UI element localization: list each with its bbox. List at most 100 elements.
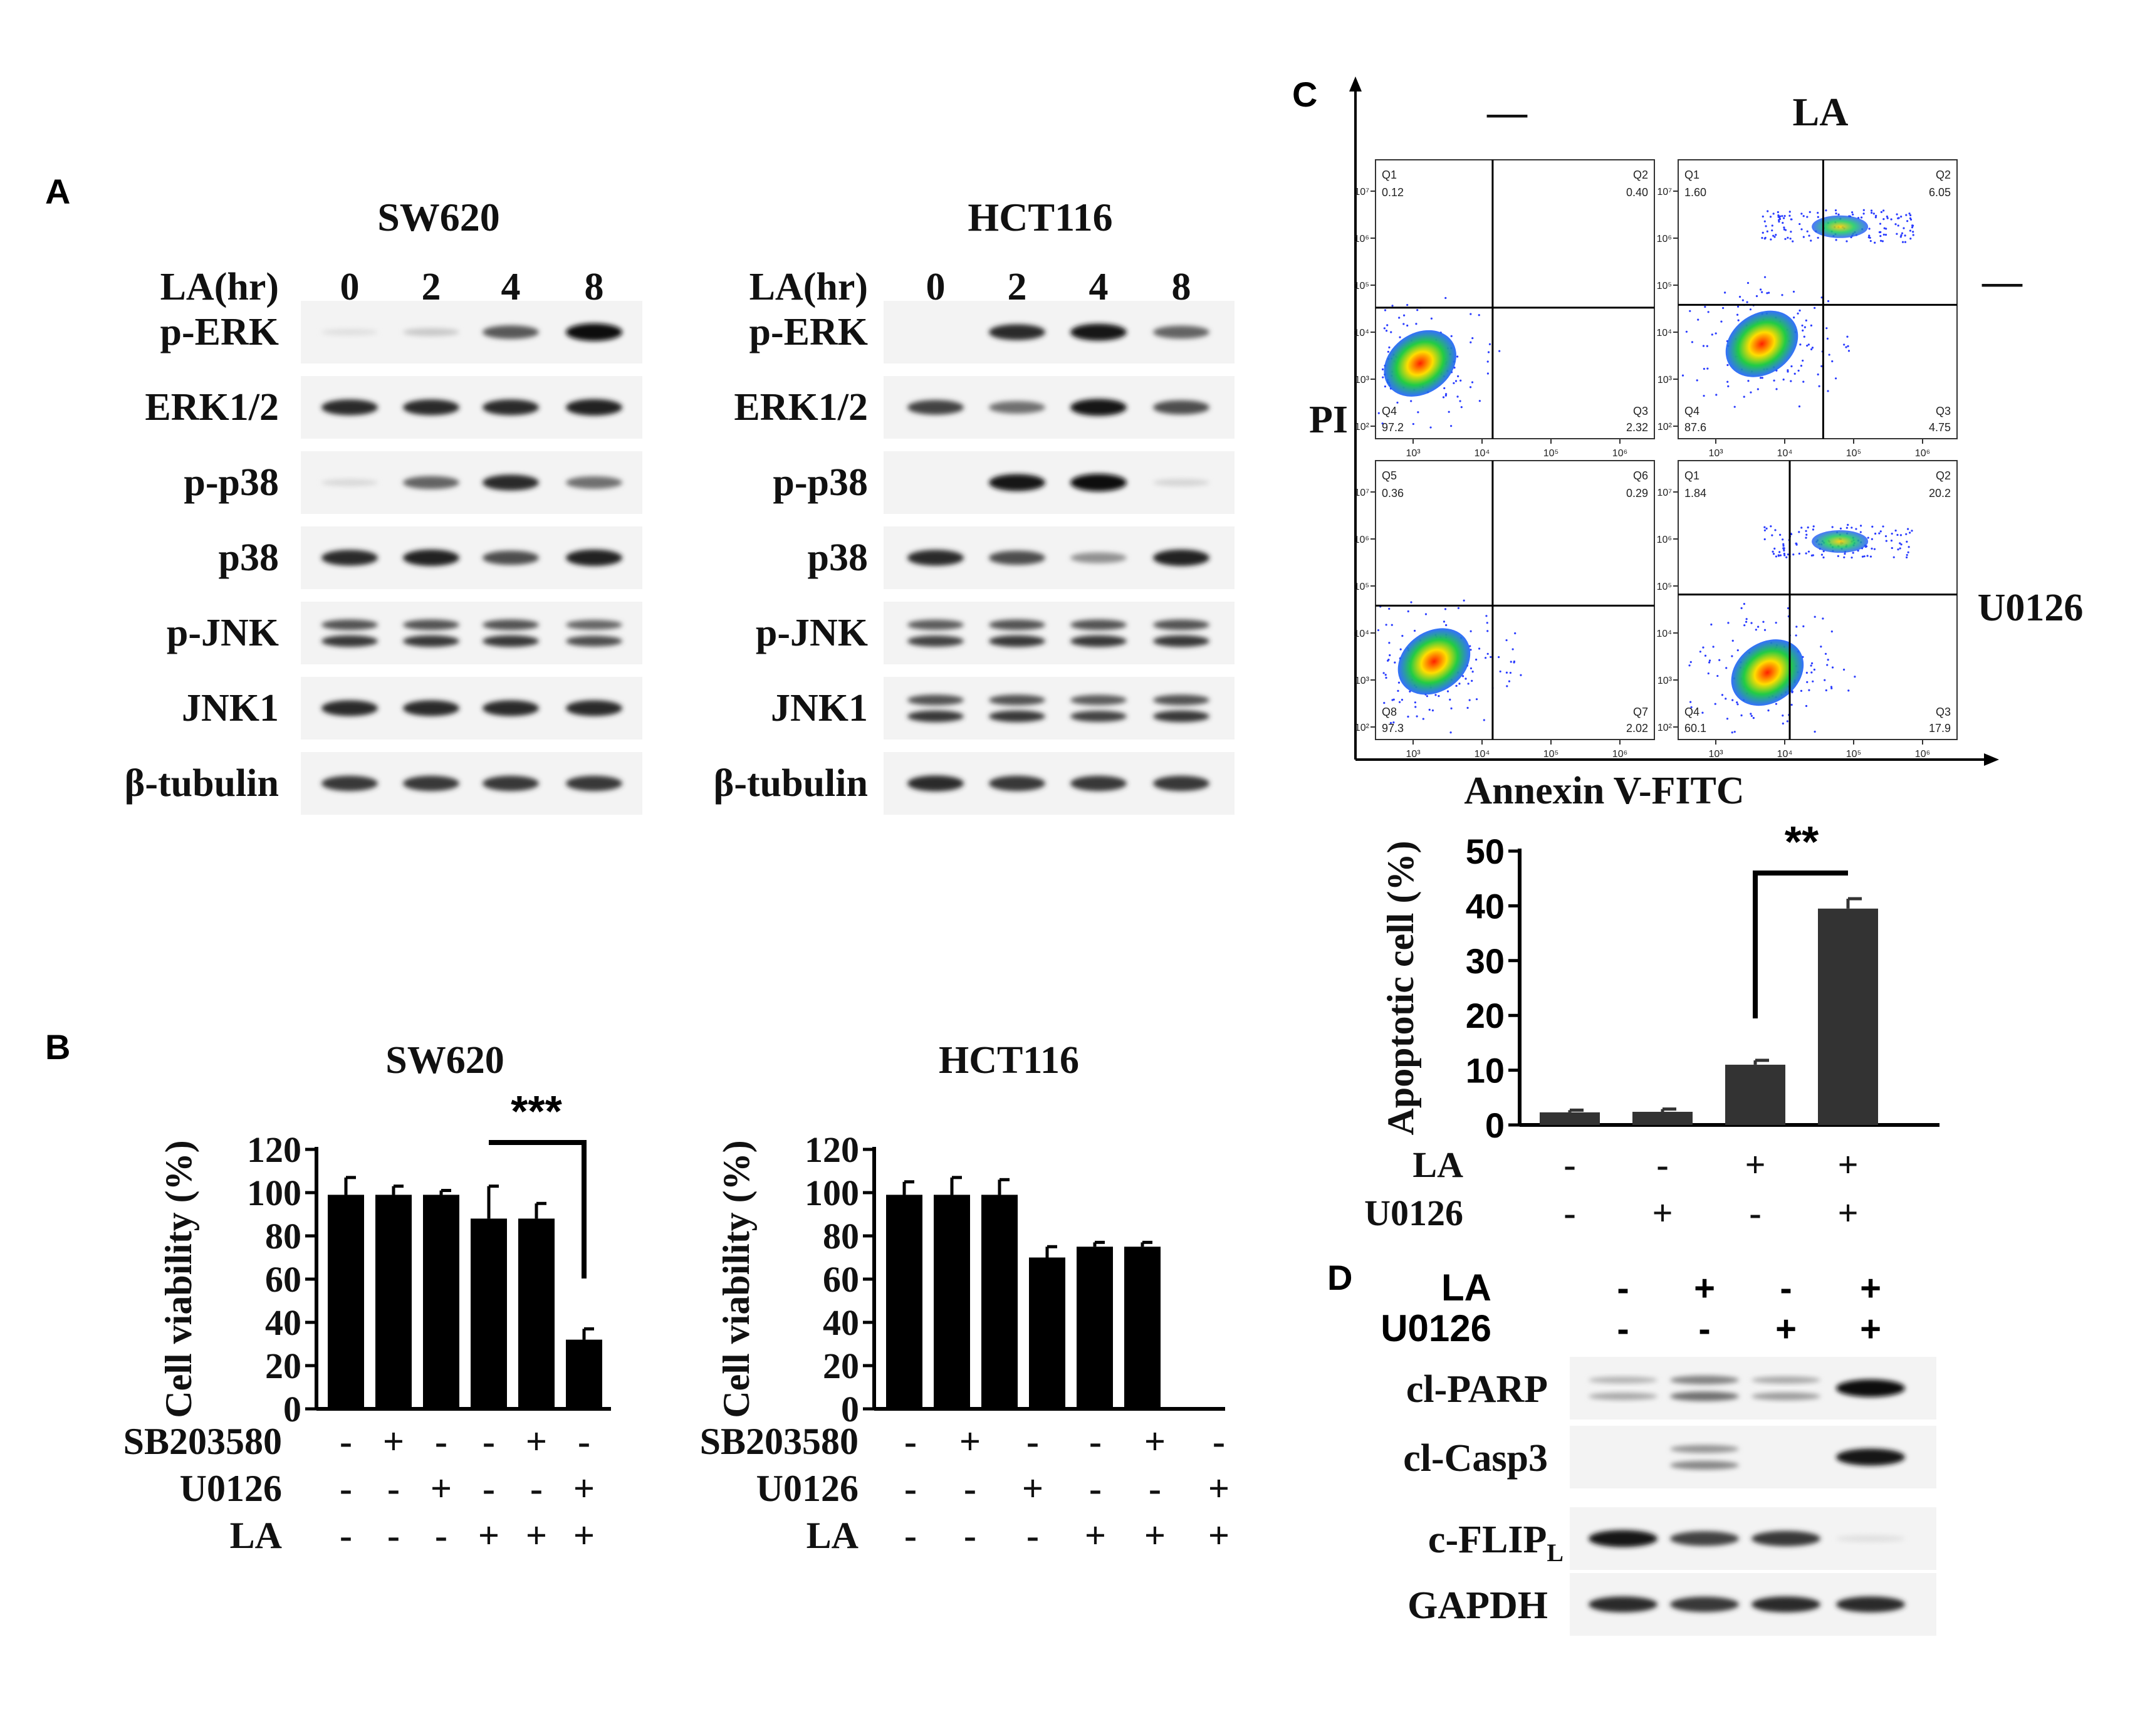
flow-event [1834,209,1837,212]
band [321,700,378,716]
flow-event [1396,401,1399,404]
flow-event [1787,236,1789,239]
flow-event [1406,324,1409,327]
flow-event [1798,222,1801,226]
flow-event [1882,525,1884,528]
flow-event [1781,215,1783,217]
flow-event [1708,659,1711,662]
y-tick-label: 50 [1466,832,1505,871]
flow-event [1681,374,1684,377]
band [403,476,459,489]
flow-event [1469,645,1471,647]
flow-event [1881,240,1884,243]
flow-event [1807,343,1810,346]
flow-event [1736,701,1738,704]
flow-event [1486,360,1489,363]
flow-event [1514,632,1517,635]
flow-event [1905,214,1908,216]
flow-event [1805,319,1807,322]
treatment-mark: - [483,1468,495,1509]
flow-event [1806,681,1809,683]
flow-event [1904,234,1906,237]
flow-x-tick-label: 10⁵ [1846,448,1861,459]
flow-event [1873,548,1876,550]
flow-event [1862,209,1865,211]
flow-event [1912,231,1914,233]
flow-event [1448,410,1450,413]
flow-event [1470,313,1472,315]
quadrant-name: Q2 [1936,469,1951,482]
flow-event [1803,335,1805,338]
flow-event [1385,330,1388,332]
flow-event [1726,363,1729,367]
flow-event [1450,707,1453,709]
flow-event [1470,630,1472,632]
flow-event [1704,305,1706,308]
blot-strip [884,602,1235,664]
band [566,700,622,716]
band-lower [989,635,1045,647]
band-upper [1153,694,1209,706]
blot-label-main: GAPDH [1407,1584,1548,1627]
flow-event [1455,684,1458,687]
flow-event [1755,629,1757,631]
blot-label: p38 [219,536,279,579]
flow-event [1450,425,1453,427]
flow-event [1429,426,1432,429]
flow-event [1778,551,1781,553]
flow-event [1897,548,1899,551]
flow-event [1899,236,1902,238]
band [321,550,378,566]
flow-event [1416,715,1418,718]
quadrant-name: Q4 [1382,405,1397,417]
flow-event [1386,324,1389,327]
flow-event [1804,326,1806,328]
flow-event [1805,530,1807,532]
flow-event [1907,551,1909,553]
flow-event [1442,396,1445,399]
flow-event [1384,309,1387,311]
flow-event [1385,676,1387,679]
flow-event [1736,305,1740,308]
flow-event [1743,395,1745,398]
quadrant-value: 1.84 [1684,487,1706,499]
flow-event [1777,214,1780,217]
flow-event [1795,634,1797,637]
quadrant-name: Q4 [1684,706,1699,718]
flow-event [1750,622,1753,624]
treatment-mark: - [1149,1468,1161,1509]
flow-event [1800,365,1803,367]
flow-x-tick-label: 10⁶ [1612,448,1627,459]
flow-event [1736,313,1739,316]
flow-event [1901,232,1904,234]
treatment-mark: - [1213,1421,1225,1462]
flow-event [1708,661,1711,664]
y-tick-label: 120 [805,1129,859,1170]
flow-event [1810,664,1812,667]
treatment-mark: - [904,1515,917,1556]
flow-event [1808,234,1810,237]
y-tick-label: 60 [265,1259,301,1300]
flow-event [1413,629,1416,632]
flow-event [1407,610,1409,613]
flow-event [1798,531,1800,533]
band-upper [907,694,964,706]
flow-event [1745,618,1748,620]
flow-event [1767,210,1769,212]
treatment-table-hct116: SB203580 - + - - + - U0126 - - + - - + LA - - - + + + [700,1421,1229,1556]
flow-event [1820,646,1822,648]
band [1070,775,1127,792]
flow-event [1787,370,1789,373]
treatment-mark: + [1208,1468,1229,1509]
flow-event [1478,314,1480,316]
y-axis-title: Cell viability (%) [716,1140,757,1418]
flow-event [1755,295,1758,298]
quadrant-value: 2.02 [1626,722,1648,735]
flow-event [1703,394,1705,397]
flow-event [1446,690,1449,693]
flow-event [1874,532,1877,535]
flow-event [1467,682,1470,685]
band [566,476,622,489]
flow-event [1771,534,1773,536]
